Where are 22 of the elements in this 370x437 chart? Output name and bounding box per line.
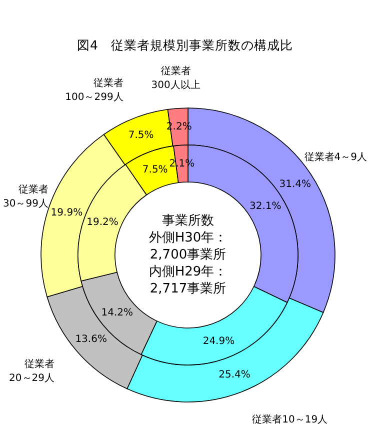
text: 2,717事業所 — [150, 282, 226, 297]
slice-label: 従業者 20～29人 — [9, 358, 54, 384]
data-label: 13.6% — [75, 334, 107, 346]
data-label: 32.1% — [250, 200, 282, 212]
text: 内側H29年： — [148, 264, 228, 280]
slice-label: 従業者4～9人 — [304, 151, 367, 164]
data-label: 24.9% — [202, 336, 235, 347]
data-label: 31.4% — [279, 178, 312, 190]
slice-label: 従業者 300人以上 — [151, 65, 200, 92]
data-label: 7.5% — [128, 130, 154, 142]
text: 事業所数 — [162, 214, 214, 229]
slice-label: 従業者10～19人 — [252, 414, 328, 426]
data-label: 19.9% — [50, 207, 83, 218]
text: 2,700事業所 — [150, 248, 226, 263]
slice-label: 従業者 30～99人 — [3, 183, 48, 210]
data-label: 25.4% — [218, 370, 250, 381]
text: 外側H30年： — [148, 230, 228, 246]
data-label: 14.2% — [101, 308, 134, 319]
data-label: 19.2% — [86, 217, 118, 228]
slice-label: 従業者 100～299人 — [65, 76, 124, 103]
chart-title: 図4 従業者規模別事業所数の構成比 — [77, 37, 293, 52]
data-label: 7.5% — [142, 164, 168, 176]
